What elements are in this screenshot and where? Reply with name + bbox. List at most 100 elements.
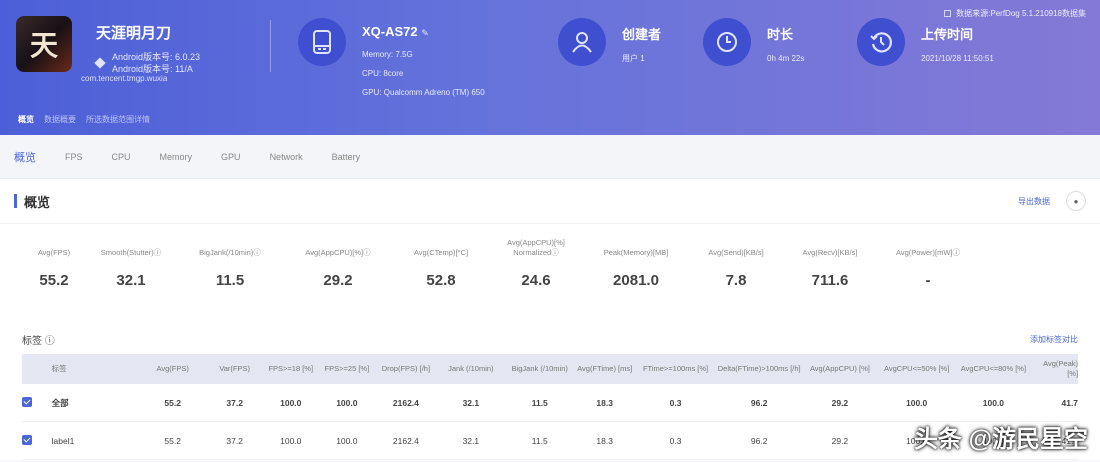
duration-card: 时长 0h 4m 22s	[703, 18, 804, 66]
row-checkbox[interactable]	[22, 396, 32, 407]
row-label: 全部	[51, 397, 69, 408]
table-cell: 41.7	[1061, 397, 1079, 408]
col-header[interactable]: Var(FPS)	[219, 364, 251, 373]
app-package: com.tencent.tmgp.wuxia	[81, 74, 168, 83]
table-header-row: 标签 Avg(FPS) Var(FPS) FPS>=18 [%] FPS>=25…	[22, 354, 1078, 384]
app-icon: 天	[16, 16, 72, 72]
tab-network[interactable]: Network	[269, 151, 303, 162]
col-header[interactable]: Avg(FPS)	[156, 364, 189, 373]
table-cell: 96.2	[750, 397, 768, 408]
diamond-icon	[94, 57, 106, 69]
upload-title: 上传时间	[921, 27, 974, 42]
breadcrumb-item-summary[interactable]: 数据概要	[44, 115, 76, 124]
label-table: 标签 Avg(FPS) Var(FPS) FPS>=18 [%] FPS>=25…	[22, 354, 1078, 460]
table-cell: 29.2	[831, 397, 849, 408]
table-cell: 100.0	[906, 397, 928, 408]
col-header[interactable]: BigJank (/10min)	[511, 364, 568, 373]
tab-fps[interactable]: FPS	[65, 151, 83, 162]
tab-battery[interactable]: Battery	[331, 151, 361, 162]
app-name: 天涯明月刀	[96, 25, 172, 42]
table-cell: 37.2	[226, 435, 243, 446]
col-header[interactable]: Avg(AppCPU) [%]	[809, 364, 870, 373]
section-title: 概览	[24, 194, 51, 210]
tab-cpu[interactable]: CPU	[111, 151, 131, 162]
creator-value: 用户 1	[622, 54, 645, 63]
table-cell: 55.2	[164, 435, 181, 446]
table-cell: 100.0	[982, 435, 1005, 446]
watermark: 头条 @游民星空	[913, 426, 1088, 453]
table-cell: 55.2	[164, 397, 181, 408]
table-cell: 100.0	[336, 435, 358, 446]
metric-smooth: Smooth(Stutter)ⓘ 32.1	[100, 248, 162, 289]
row-checkbox[interactable]	[22, 434, 32, 445]
breadcrumb: 概览 数据概要 所选数据范围详情	[18, 114, 150, 125]
row-label: label1	[51, 435, 75, 446]
table-cell: 100.0	[280, 397, 302, 408]
device-card: XQ-AS72 ✎ Memory: 7.5G CPU: 8core GPU: Q…	[298, 18, 485, 98]
metric-avg-power: Avg(Power)[mW]ⓘ -	[895, 248, 961, 289]
tab-memory[interactable]: Memory	[159, 151, 193, 162]
table-cell: 11.5	[531, 397, 548, 408]
tab-gpu[interactable]: GPU	[221, 151, 241, 162]
overview-section: 概览 导出数据 ● Avg(FPS) 55.2 Smooth(Stutter)ⓘ 3…	[0, 179, 1100, 460]
device-gpu: GPU: Qualcomm Adreno (TM) 650	[362, 88, 485, 97]
metric-peak-memory: Peak(Memory)[MB] 2081.0	[603, 248, 669, 289]
add-label-compare-link[interactable]: 添加标签对比	[1030, 334, 1078, 344]
table-row[interactable]: label1 55.2 37.2 100.0 100.0 2162.4 32.1…	[22, 422, 1078, 460]
breadcrumb-item-range[interactable]: 所选数据范围详情	[86, 115, 150, 124]
edit-icon[interactable]: ✎	[421, 28, 429, 38]
col-header[interactable]: FPS>=18 [%]	[268, 364, 314, 373]
os-version: Android版本号: 11/A	[112, 64, 193, 74]
divider	[270, 20, 271, 72]
table-row[interactable]: 全部 55.2 37.2 100.0 100.0 2162.4 32.1 11.…	[22, 384, 1078, 422]
duration-value: 0h 4m 22s	[767, 54, 805, 63]
col-header[interactable]: AvgCPU<=80% [%]	[960, 364, 1027, 373]
table-cell: 29.2	[831, 435, 849, 446]
col-header[interactable]: FPS>=25 [%]	[324, 364, 370, 373]
clock-icon	[703, 18, 751, 66]
table-cell: 18.3	[596, 397, 613, 408]
table-cell: 32.1	[462, 397, 480, 408]
creator-title: 创建者	[622, 27, 662, 42]
settings-button[interactable]: ●	[1066, 191, 1086, 211]
table-cell: 32.1	[462, 435, 480, 446]
phone-icon	[298, 18, 346, 66]
table-cell: 100.0	[906, 435, 928, 446]
table-cell: 0.3	[669, 397, 682, 408]
table-cell: 100.0	[982, 397, 1005, 408]
table-cell: 11.5	[531, 435, 548, 446]
col-header[interactable]: Avg(FTime) [ms]	[577, 364, 633, 373]
col-header[interactable]: Drop(FPS) [/h]	[381, 364, 431, 373]
label-table-title: 标签 ⓘ	[22, 335, 55, 347]
breadcrumb-item-overview[interactable]: 概览	[18, 115, 34, 124]
checkbox-icon[interactable]	[944, 10, 952, 17]
tab-overview[interactable]: 概览	[14, 151, 36, 164]
table-cell: 2162.4	[392, 435, 419, 446]
table-cell: 41.7	[1061, 435, 1079, 446]
metric-avg-appcpu-normalized: Avg(AppCPU)[%] Normalizedⓘ 24.6	[507, 238, 565, 289]
duration-title: 时长	[767, 27, 794, 42]
metrics-row: Avg(FPS) 55.2 Smooth(Stutter)ⓘ 32.1 BigJan…	[0, 224, 1100, 324]
metric-avg-fps: Avg(FPS) 55.2	[37, 248, 71, 289]
export-link[interactable]: 导出数据	[1018, 196, 1050, 206]
table-cell: 37.2	[226, 397, 243, 408]
table-cell: 96.2	[750, 435, 768, 446]
col-header[interactable]: FTime>=100ms [%]	[642, 364, 709, 373]
table-cell: 0.3	[669, 435, 682, 446]
col-header[interactable]: Avg(Peak) [%]	[1043, 359, 1079, 378]
upload-value: 2021/10/28 11:50:51	[921, 54, 994, 63]
table-cell: 2162.4	[392, 397, 419, 408]
col-header[interactable]: AvgCPU<=50% [%]	[883, 364, 950, 373]
metric-avg-recv: Avg(Recv)[KB/s] 711.6	[802, 248, 858, 289]
table-cell: 100.0	[280, 435, 302, 446]
table-cell: 100.0	[336, 397, 358, 408]
creator-card: 创建者 用户 1	[558, 18, 661, 66]
app-info-block: 天 天涯明月刀 Android版本号: 6.0.23 Android版本号: 1…	[16, 16, 200, 75]
device-memory: Memory: 7.5G	[362, 50, 413, 59]
col-header[interactable]: Jank (/10min)	[448, 364, 494, 373]
col-label[interactable]: 标签	[51, 364, 67, 373]
report-header: 天 天涯明月刀 Android版本号: 6.0.23 Android版本号: 1…	[0, 0, 1100, 135]
device-model: XQ-AS72	[362, 24, 418, 39]
col-header[interactable]: Delta(FTime)>100ms [/h]	[717, 364, 801, 373]
table-cell: 18.3	[596, 435, 613, 446]
